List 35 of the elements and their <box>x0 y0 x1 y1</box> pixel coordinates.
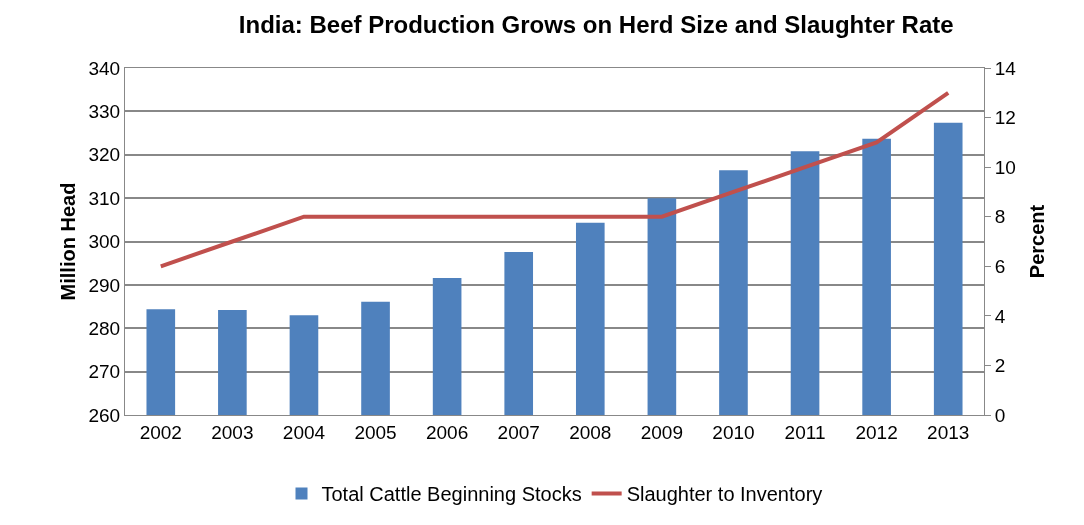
x-tick-label: 2006 <box>425 421 469 443</box>
x-tick-label: 2004 <box>282 421 326 443</box>
y2-tick-label: 10 <box>994 156 1016 178</box>
y-tick-label: 280 <box>88 317 121 339</box>
y-tick-label: 310 <box>88 187 121 209</box>
y2-tick-label: 8 <box>994 206 1006 228</box>
y-tick-label: 290 <box>88 274 121 296</box>
x-tick-label: 2009 <box>640 421 684 443</box>
x-tick-label: 2013 <box>927 421 970 443</box>
line-series <box>158 90 951 269</box>
y-tick-label: 330 <box>88 101 121 123</box>
y2-tick-label: 0 <box>994 404 1006 426</box>
y-tick-label: 260 <box>88 404 121 426</box>
x-tick-label: 2008 <box>569 421 612 443</box>
x-tick-label: 2003 <box>211 421 254 443</box>
legend-label: Total Cattle Beginning Stocks <box>321 483 582 506</box>
y-tick-label: 320 <box>88 144 121 166</box>
x-tick-label: 2011 <box>784 421 826 443</box>
y-tick-label: 340 <box>88 57 121 79</box>
y-axis-title: Million Head <box>57 182 79 301</box>
chart-title: India: Beef Production Grows on Herd Size and Slaughter Rate <box>238 10 954 38</box>
y-tick-label: 300 <box>88 231 121 253</box>
x-tick-label: 2002 <box>139 421 182 443</box>
x-tick-label: 2007 <box>497 421 540 443</box>
y2-tick-label: 6 <box>994 255 1006 277</box>
x-tick-label: 2012 <box>855 421 898 443</box>
y2-tick-label: 14 <box>994 57 1017 79</box>
x-tick-label: 2005 <box>354 421 397 443</box>
y2-tick-label: 4 <box>994 305 1006 327</box>
y2-axis-title: Percent <box>1026 204 1048 279</box>
x-tick-label: 2010 <box>712 421 755 443</box>
y2-tick-label: 2 <box>994 355 1006 377</box>
y2-tick-label: 12 <box>994 107 1016 129</box>
legend-label: Slaughter to Inventory <box>626 483 823 506</box>
y-tick-label: 270 <box>88 361 121 383</box>
